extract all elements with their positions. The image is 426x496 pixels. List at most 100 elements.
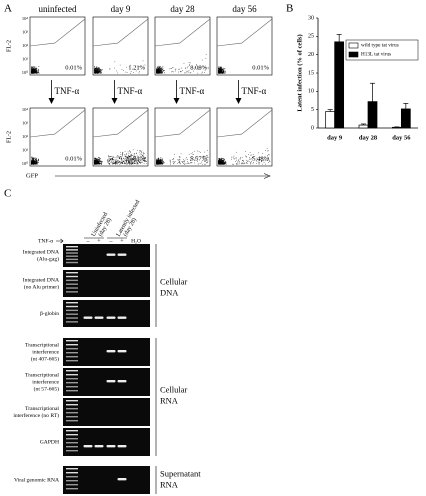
dot (97, 70, 98, 71)
dot (220, 160, 222, 161)
dot (111, 159, 113, 161)
dot (94, 162, 96, 164)
dot (225, 163, 226, 165)
dot (221, 158, 223, 160)
dot (114, 162, 116, 164)
dot (202, 160, 203, 162)
dot (185, 68, 187, 69)
row-label: Integrated DNA (23, 249, 59, 255)
ladder-band (66, 352, 78, 354)
tick-label: 10³ (22, 121, 29, 126)
dot (137, 163, 139, 165)
dot (241, 163, 243, 165)
dot (36, 157, 38, 159)
dot (94, 68, 96, 70)
dot (204, 72, 205, 73)
dot (96, 71, 98, 73)
dot (141, 154, 143, 155)
dot (158, 67, 160, 68)
dot (99, 159, 100, 161)
dot (107, 160, 109, 162)
dot (124, 156, 126, 157)
dot (220, 69, 221, 71)
dot (220, 160, 221, 162)
dot (99, 163, 100, 165)
tick-label: 10¹ (22, 57, 29, 62)
dot (116, 162, 118, 164)
dot (94, 159, 96, 160)
dot (161, 159, 163, 161)
dot (109, 162, 110, 164)
dot (125, 160, 127, 162)
dot (99, 157, 100, 159)
dot (96, 158, 98, 160)
dot (219, 68, 221, 69)
dot (223, 162, 224, 164)
dot (129, 163, 130, 165)
dot (204, 156, 206, 157)
dot (134, 155, 135, 157)
dot (250, 163, 251, 165)
dot (179, 162, 181, 164)
dot (136, 159, 137, 161)
arrow-head (235, 98, 242, 104)
dot (207, 157, 209, 158)
dot (186, 71, 188, 72)
dot (134, 159, 136, 161)
dot (34, 71, 36, 73)
dot (33, 157, 34, 159)
row-label: (no Alu primer) (24, 283, 59, 290)
dot (157, 72, 158, 74)
dot (95, 159, 97, 161)
ladder-band (66, 430, 78, 432)
dot (219, 158, 221, 159)
dot (138, 72, 140, 74)
dot (219, 160, 221, 162)
dot (135, 153, 137, 155)
dot (142, 60, 144, 62)
dot (183, 160, 185, 162)
dot (129, 162, 130, 163)
dot (232, 156, 234, 158)
dot (125, 160, 127, 161)
dot (111, 158, 113, 159)
dot (31, 67, 33, 69)
dot (158, 68, 159, 70)
dot (219, 161, 220, 163)
dot (233, 163, 234, 165)
dot (129, 163, 131, 165)
dot (120, 159, 122, 160)
dot (33, 71, 35, 72)
dot (128, 158, 129, 160)
dot (184, 163, 186, 165)
dot (94, 160, 96, 162)
dot (223, 163, 225, 165)
dot (173, 158, 174, 159)
dot (129, 155, 131, 157)
dot (98, 162, 100, 164)
dot (94, 69, 95, 70)
dot (35, 66, 37, 68)
dot (192, 152, 193, 154)
dot (119, 161, 120, 162)
dot (171, 71, 172, 73)
dot (121, 158, 122, 160)
dot (118, 162, 120, 163)
dot (95, 159, 96, 161)
dot (35, 71, 37, 73)
ladder-band (66, 360, 78, 362)
dot (207, 150, 208, 151)
dot (37, 162, 38, 163)
dot (121, 156, 123, 157)
dot (142, 156, 144, 157)
dot (221, 71, 223, 73)
dot (156, 69, 157, 71)
dot (138, 160, 139, 162)
dot (134, 158, 136, 159)
dot (134, 161, 135, 163)
dot (36, 68, 38, 69)
ladder-band (66, 344, 78, 346)
dot (33, 161, 35, 163)
tick-label: 10⁴ (22, 107, 29, 112)
dot (97, 160, 99, 161)
